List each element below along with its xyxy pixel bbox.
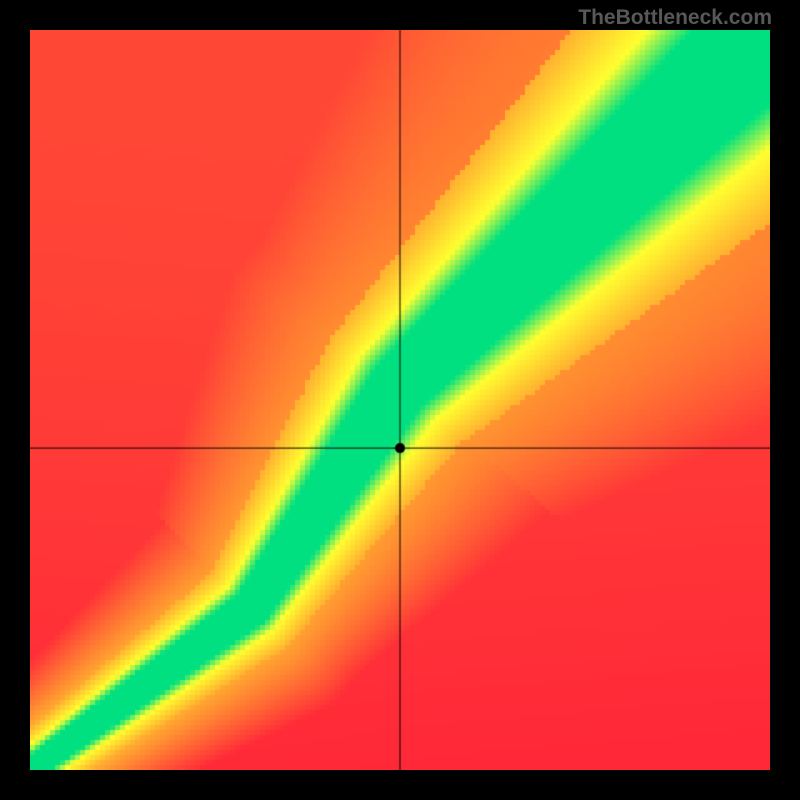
watermark-text: TheBottleneck.com <box>578 6 772 30</box>
heatmap-canvas <box>30 30 770 770</box>
